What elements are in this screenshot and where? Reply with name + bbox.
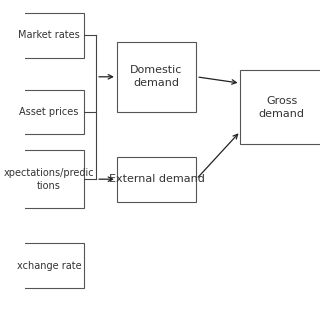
Text: xpectations/predic
tions: xpectations/predic tions	[4, 168, 94, 191]
Bar	[117, 157, 196, 202]
Bar	[14, 13, 84, 58]
Text: Domestic
demand: Domestic demand	[130, 65, 183, 88]
Bar	[117, 42, 196, 112]
Text: Gross
demand: Gross demand	[259, 96, 305, 119]
Bar	[14, 150, 84, 208]
Bar	[14, 90, 84, 134]
Text: External demand: External demand	[108, 174, 204, 184]
Bar	[14, 243, 84, 288]
Text: Market rates: Market rates	[18, 30, 80, 40]
Text: Asset prices: Asset prices	[19, 107, 79, 117]
Text: xchange rate: xchange rate	[17, 260, 81, 271]
Bar	[240, 70, 320, 144]
